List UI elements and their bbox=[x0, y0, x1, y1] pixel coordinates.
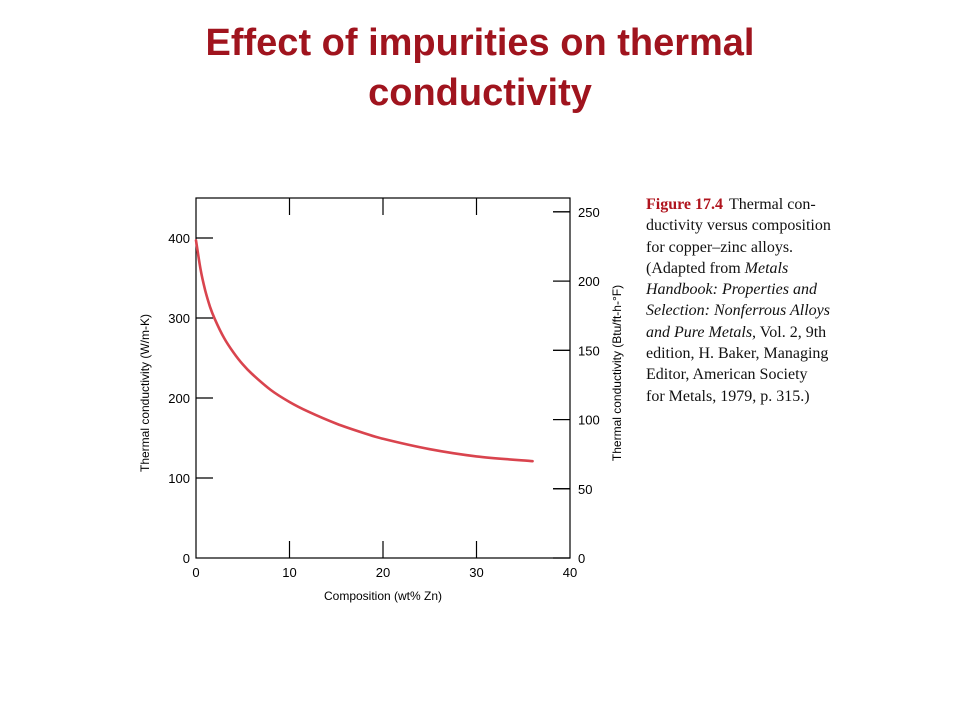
y2-tick-label: 100 bbox=[578, 413, 600, 428]
x-axis-label: Composition (wt% Zn) bbox=[324, 589, 442, 603]
caption-italic-text: Selection: Nonferrous Alloys bbox=[646, 302, 830, 320]
slide-title: Effect of impurities on thermal conducti… bbox=[0, 18, 960, 118]
caption-line: Editor, American Society bbox=[646, 364, 896, 385]
caption-line: Handbook: Properties and bbox=[646, 279, 896, 300]
y2-tick-label: 250 bbox=[578, 205, 600, 220]
caption-line: (Adapted from Metals bbox=[646, 258, 896, 279]
caption-line: edition, H. Baker, Managing bbox=[646, 343, 896, 364]
caption-line: ductivity versus composition bbox=[646, 215, 896, 236]
y-tick-label: 400 bbox=[168, 231, 190, 246]
y-axis-label: Thermal conductivity (W/m-K) bbox=[138, 314, 152, 472]
caption-line: for Metals, 1979, p. 315.) bbox=[646, 386, 896, 407]
data-series bbox=[194, 239, 534, 463]
y2-tick-label: 0 bbox=[578, 551, 585, 566]
y-tick-label: 100 bbox=[168, 471, 190, 486]
caption-text: Thermal con- bbox=[729, 196, 816, 213]
slide-title-line-1: Effect of impurities on thermal bbox=[205, 22, 755, 64]
y2-tick-label: 150 bbox=[578, 343, 600, 358]
y-tick-label: 0 bbox=[183, 551, 190, 566]
plot-border bbox=[195, 197, 571, 559]
slide-title-line-2: conductivity bbox=[368, 72, 592, 114]
y-tick-label: 300 bbox=[168, 311, 190, 326]
caption-italic-text: Handbook: Properties and bbox=[646, 281, 817, 299]
plot-frame bbox=[195, 197, 571, 559]
y2-tick-label: 200 bbox=[578, 274, 600, 289]
x-tick-label: 10 bbox=[282, 565, 296, 580]
caption-text: edition, H. Baker, Managing bbox=[646, 345, 829, 363]
x-tick-label: 30 bbox=[469, 565, 483, 580]
caption-italic-text: and Pure Metals, bbox=[646, 323, 757, 341]
y2-tick-label: 50 bbox=[578, 482, 592, 497]
figure-caption: Figure 17.4 Thermal con-ductivity versus … bbox=[646, 194, 896, 407]
x-tick-label: 0 bbox=[192, 565, 199, 580]
caption-text: Vol. 2, 9th bbox=[756, 323, 827, 341]
conductivity-curve bbox=[194, 239, 534, 463]
y-tick-label: 200 bbox=[168, 391, 190, 406]
figure-number: Figure 17.4 bbox=[646, 196, 724, 213]
caption-text: Editor, American Society bbox=[646, 366, 808, 384]
caption-line: Figure 17.4 Thermal con- bbox=[646, 194, 896, 215]
caption-text: for copper–zinc alloys. bbox=[646, 238, 794, 256]
caption-line: Selection: Nonferrous Alloys bbox=[646, 300, 896, 321]
caption-text: for Metals, 1979, p. 315.) bbox=[646, 387, 810, 405]
caption-line: and Pure Metals, Vol. 2, 9th bbox=[646, 322, 896, 343]
caption-line: for copper–zinc alloys. bbox=[646, 237, 896, 258]
axis-labels: Composition (wt% Zn) Thermal conductivity… bbox=[138, 285, 624, 603]
caption-text: ductivity versus composition bbox=[646, 217, 831, 235]
y2-axis-label: Thermal conductivity (Btu/ft-h-°F) bbox=[610, 285, 624, 461]
x-tick-label: 20 bbox=[376, 565, 390, 580]
caption-text: (Adapted from bbox=[646, 259, 745, 277]
caption-italic-text: Metals bbox=[744, 259, 789, 277]
x-tick-label: 40 bbox=[563, 565, 577, 580]
